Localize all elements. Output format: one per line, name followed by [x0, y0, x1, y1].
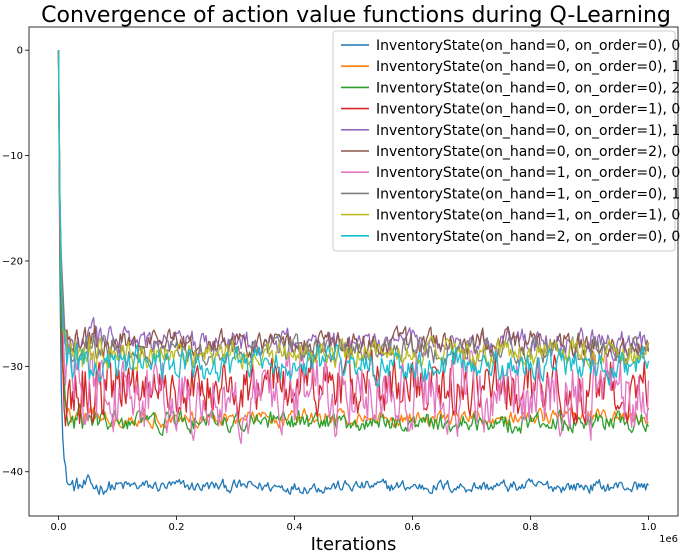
series-line — [57, 50, 650, 387]
legend-label: InventoryState(on_hand=0, on_order=1), 0 — [376, 102, 680, 118]
y-tick-label: 0 — [17, 46, 23, 57]
legend-label: InventoryState(on_hand=1, on_order=1), 0 — [376, 208, 680, 224]
legend: InventoryState(on_hand=0, on_order=0), 0… — [332, 30, 680, 252]
legend-label: InventoryState(on_hand=1, on_order=0), 1 — [376, 186, 680, 202]
legend-label: InventoryState(on_hand=0, on_order=1), 1 — [376, 123, 680, 139]
legend-box — [332, 30, 676, 252]
plot-frame — [28, 26, 679, 517]
chart-title: Convergence of action value functions du… — [41, 3, 671, 28]
series-line — [57, 50, 650, 427]
y-tick-label: −20 — [2, 256, 23, 267]
legend-label: InventoryState(on_hand=1, on_order=0), 0 — [376, 165, 680, 181]
x-tick-label: 0.4 — [287, 522, 303, 533]
x-tick-label: 0.8 — [523, 522, 539, 533]
legend-label: InventoryState(on_hand=0, on_order=0), 1 — [376, 59, 680, 75]
x-axis-label: Iterations — [311, 534, 397, 554]
legend-label: InventoryState(on_hand=0, on_order=0), 2 — [376, 80, 680, 96]
series-line — [57, 50, 649, 430]
x-tick-label: 1.0 — [641, 522, 657, 533]
y-tick-label: −10 — [2, 151, 23, 162]
series-line — [57, 50, 650, 436]
legend-label: InventoryState(on_hand=0, on_order=0), 0 — [376, 38, 680, 54]
series-line — [57, 50, 649, 496]
x-tick-label: 0.6 — [405, 522, 421, 533]
y-tick-label: −40 — [2, 467, 23, 478]
y-axis: 0 −10 −20 −30 −40 — [2, 46, 29, 478]
x-axis: 0.0 0.2 0.4 0.6 0.8 1.0 — [51, 516, 657, 533]
legend-label: InventoryState(on_hand=0, on_order=2), 0 — [376, 144, 680, 160]
legend-label: InventoryState(on_hand=2, on_order=0), 0 — [376, 229, 680, 245]
x-tick-label: 0.0 — [51, 522, 67, 533]
plot-series-group — [57, 50, 650, 496]
series-line — [57, 50, 650, 445]
series-line — [57, 50, 650, 369]
y-tick-label: −30 — [2, 362, 23, 373]
x-tick-label: 0.2 — [169, 522, 185, 533]
x-scale-label: 1e6 — [659, 534, 678, 545]
